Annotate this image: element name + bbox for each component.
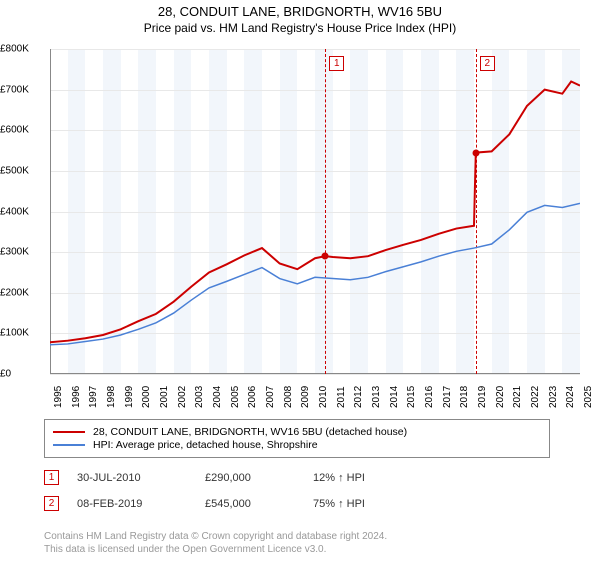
marker-flag-1: 1 (329, 56, 344, 71)
x-tick-label: 1997 (88, 386, 99, 408)
x-tick-label: 2021 (512, 386, 523, 408)
x-tick-label: 2007 (265, 386, 276, 408)
legend-item-price-paid: 28, CONDUIT LANE, BRIDGNORTH, WV16 5BU (… (53, 426, 541, 438)
y-tick-label: £0 (0, 369, 11, 380)
y-tick-label: £700K (0, 84, 29, 95)
x-tick-label: 2025 (583, 386, 594, 408)
x-tick-label: 2002 (177, 386, 188, 408)
x-tick-label: 2003 (194, 386, 205, 408)
license-line-2: This data is licensed under the Open Gov… (44, 544, 326, 555)
x-tick-label: 2023 (548, 386, 559, 408)
series-line-hpi (50, 203, 580, 344)
x-tick-label: 1995 (53, 386, 64, 408)
marker-dot-1 (322, 253, 329, 260)
x-tick-label: 2013 (371, 386, 382, 408)
x-tick-label: 2019 (477, 386, 488, 408)
legend-swatch-price-paid (53, 431, 85, 433)
transaction-row-1: 1 30-JUL-2010 £290,000 12% ↑ HPI (44, 470, 550, 485)
license-line-1: Contains HM Land Registry data © Crown c… (44, 531, 387, 542)
page-title: 28, CONDUIT LANE, BRIDGNORTH, WV16 5BU (0, 4, 600, 19)
x-tick-label: 1999 (124, 386, 135, 408)
legend-label-price-paid: 28, CONDUIT LANE, BRIDGNORTH, WV16 5BU (… (93, 426, 407, 438)
y-tick-label: £300K (0, 247, 29, 258)
x-tick-label: 1998 (106, 386, 117, 408)
x-tick-label: 2022 (530, 386, 541, 408)
legend-label-hpi: HPI: Average price, detached house, Shro… (93, 439, 318, 451)
legend-box: 28, CONDUIT LANE, BRIDGNORTH, WV16 5BU (… (44, 419, 550, 458)
series-line-price_paid (50, 82, 580, 343)
x-tick-label: 2016 (424, 386, 435, 408)
y-tick-label: £600K (0, 125, 29, 136)
x-tick-label: 2005 (230, 386, 241, 408)
transaction-diff-1: 12% ↑ HPI (313, 472, 550, 484)
y-tick-label: £800K (0, 44, 29, 55)
transaction-date-1: 30-JUL-2010 (77, 472, 187, 484)
marker-dot-2 (472, 149, 479, 156)
x-tick-label: 2011 (336, 386, 347, 408)
x-tick-label: 2006 (247, 386, 258, 408)
y-tick-label: £500K (0, 165, 29, 176)
legend-swatch-hpi (53, 444, 85, 446)
x-tick-label: 2017 (442, 386, 453, 408)
x-tick-label: 2008 (283, 386, 294, 408)
page-subtitle: Price paid vs. HM Land Registry's House … (0, 21, 600, 35)
x-tick-label: 2014 (389, 386, 400, 408)
x-tick-label: 2001 (159, 386, 170, 408)
x-tick-label: 2004 (212, 386, 223, 408)
y-tick-label: £400K (0, 206, 29, 217)
transaction-date-2: 08-FEB-2019 (77, 498, 187, 510)
y-tick-label: £100K (0, 328, 29, 339)
x-tick-label: 2012 (353, 386, 364, 408)
x-tick-label: 2020 (495, 386, 506, 408)
x-tick-label: 2018 (459, 386, 470, 408)
legend-item-hpi: HPI: Average price, detached house, Shro… (53, 439, 541, 451)
x-tick-label: 2015 (406, 386, 417, 408)
x-tick-label: 2010 (318, 386, 329, 408)
transaction-price-2: £545,000 (205, 498, 295, 510)
y-tick-label: £200K (0, 287, 29, 298)
x-tick-label: 2009 (300, 386, 311, 408)
x-tick-label: 1996 (71, 386, 82, 408)
transaction-diff-2: 75% ↑ HPI (313, 498, 550, 510)
x-tick-label: 2024 (565, 386, 576, 408)
x-tick-label: 2000 (141, 386, 152, 408)
transaction-flag-1: 1 (44, 470, 59, 485)
chart-lines (50, 49, 580, 374)
transaction-row-2: 2 08-FEB-2019 £545,000 75% ↑ HPI (44, 496, 550, 511)
license-text: Contains HM Land Registry data © Crown c… (44, 530, 554, 556)
transaction-price-1: £290,000 (205, 472, 295, 484)
marker-flag-2: 2 (480, 56, 495, 71)
transaction-flag-2: 2 (44, 496, 59, 511)
